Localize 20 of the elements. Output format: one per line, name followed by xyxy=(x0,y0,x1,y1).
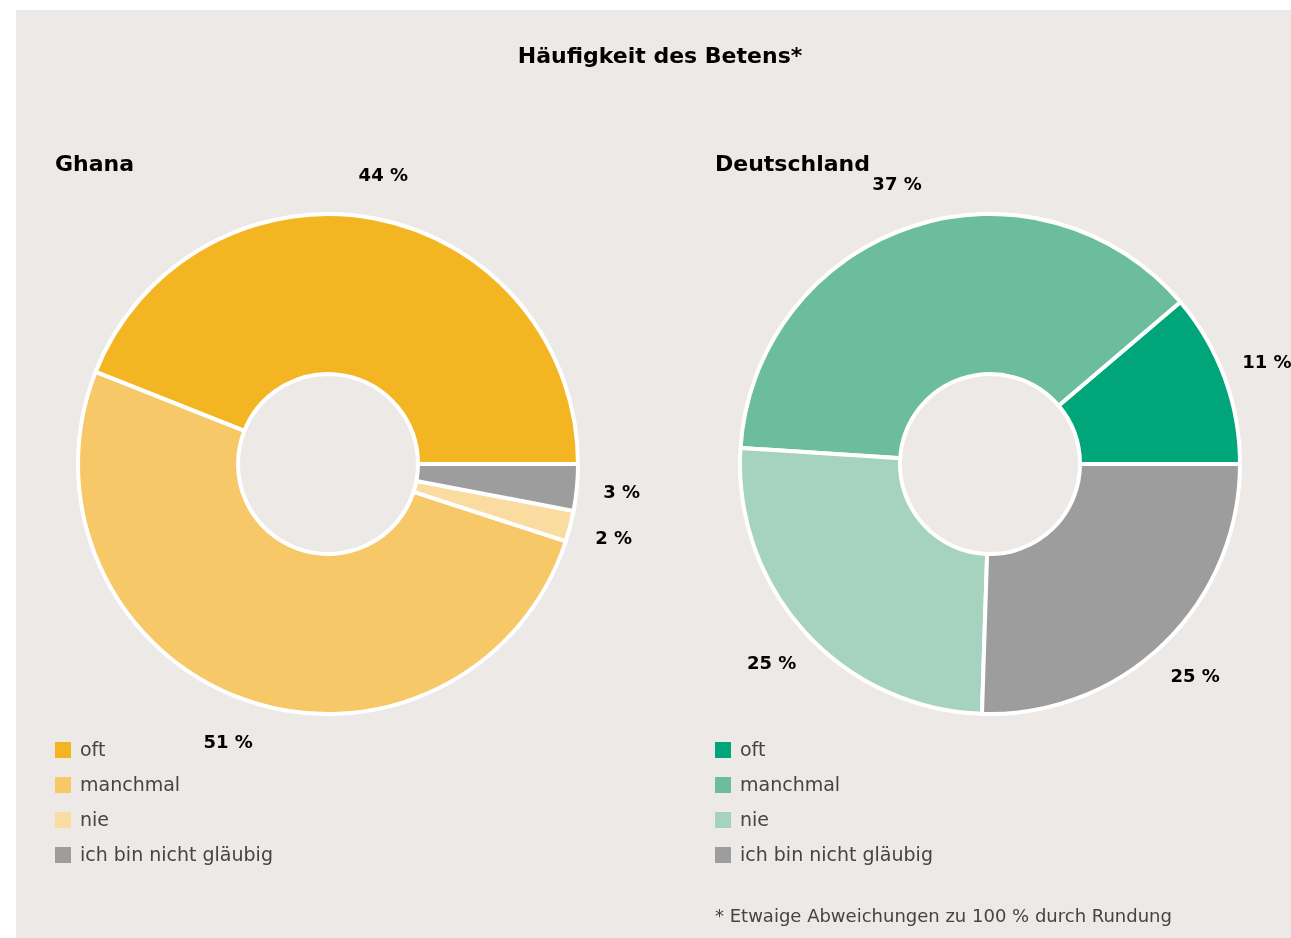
chart-title: Häufigkeit des Betens* xyxy=(517,43,803,68)
chart-subtitle: Deutschland xyxy=(715,151,870,176)
data-label: 51 % xyxy=(203,730,253,752)
data-label: 11 % xyxy=(1242,351,1291,373)
text: * Etwaige Abweichungen zu 100 % durch Rundung xyxy=(715,905,1172,926)
legend-label: oft xyxy=(80,738,106,760)
chart-subtitle: Ghana xyxy=(55,151,135,176)
data-label: 2 % xyxy=(595,526,633,548)
legend-label: nie xyxy=(80,808,110,830)
legend-label: oft xyxy=(740,738,766,760)
data-label: 25 % xyxy=(1170,665,1220,687)
data-label: 25 % xyxy=(746,651,797,673)
data-label: 3 % xyxy=(603,481,641,503)
legend-label: ich bin nicht gläubig xyxy=(80,843,273,865)
data-label: 44 % xyxy=(358,163,408,185)
legend-label: ich bin nicht gläubig xyxy=(740,843,933,865)
legend-label: manchmal xyxy=(80,773,181,795)
legend-label: nie xyxy=(740,808,770,830)
legend-label: manchmal xyxy=(740,773,841,795)
data-label: 37 % xyxy=(872,173,922,195)
